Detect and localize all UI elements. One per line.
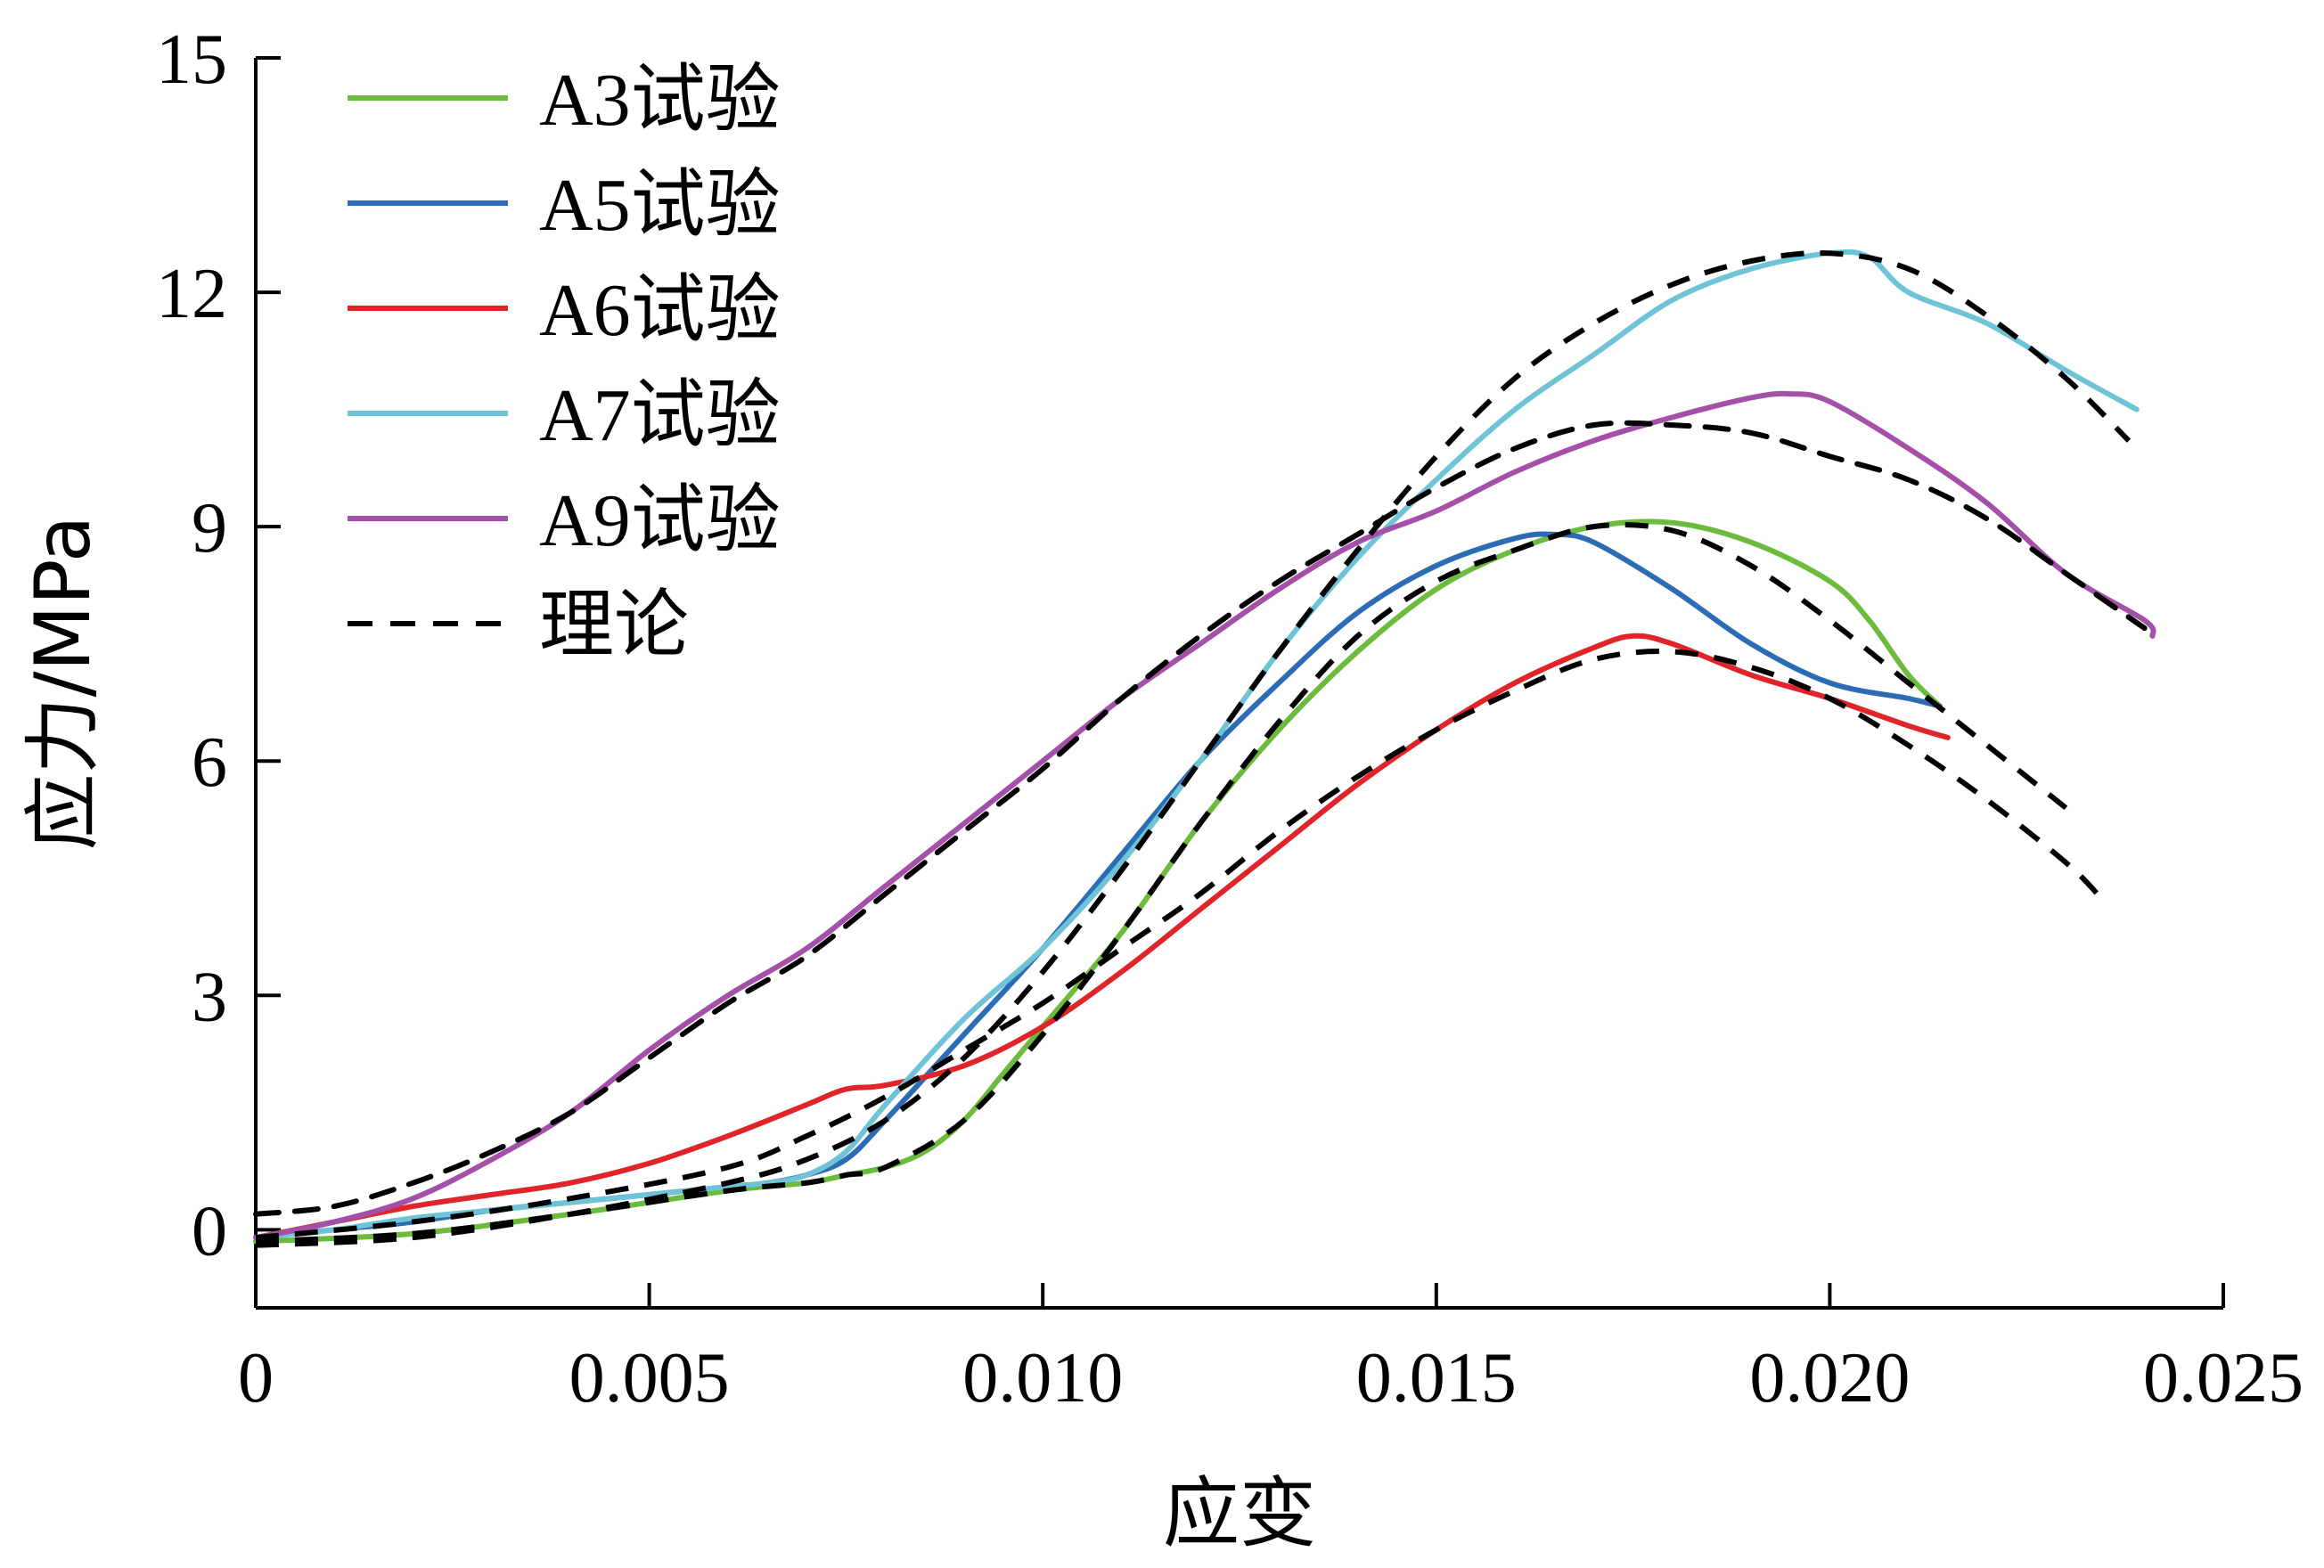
x-tick-label: 0.020 — [1749, 1339, 1910, 1417]
y-tick-label: 12 — [156, 255, 227, 333]
x-tick-label: 0.005 — [569, 1339, 730, 1417]
y-tick-label: 6 — [192, 723, 227, 802]
legend-label: A7试验 — [539, 374, 781, 457]
theory-curve-1 — [255, 521, 2068, 1245]
y-tick-label: 15 — [156, 20, 227, 99]
series-line-1 — [253, 531, 1943, 1241]
theory-curve-0 — [255, 249, 2132, 1248]
legend-label: A6试验 — [539, 269, 781, 352]
theory-curve-2 — [255, 649, 2099, 1241]
x-axis-title: 应变 — [1163, 1469, 1316, 1558]
y-tick-label: 9 — [192, 489, 227, 568]
series-line-3 — [253, 249, 2140, 1241]
series-line-5 — [253, 420, 2148, 1217]
y-tick-label: 3 — [192, 958, 227, 1036]
x-tick-label: 0.015 — [1356, 1339, 1517, 1417]
plot-lines — [253, 249, 2156, 1248]
y-axis-title: 应力/MPa — [19, 516, 108, 851]
series-line-2 — [253, 633, 1951, 1241]
x-tick-label: 0.010 — [962, 1339, 1123, 1417]
legend-label: A9试验 — [539, 479, 781, 562]
legend-label: 理论 — [539, 584, 689, 667]
legend-label: A3试验 — [539, 59, 781, 142]
x-tick-label: 0 — [238, 1339, 274, 1417]
axes: 0 3 6 9 12 15 0 0.005 0.010 0.015 0.020 0.025 — [156, 20, 2304, 1417]
legend-label: A5试验 — [539, 164, 781, 247]
x-tick-label: 0.025 — [2143, 1339, 2304, 1417]
y-tick-label: 0 — [192, 1192, 227, 1270]
